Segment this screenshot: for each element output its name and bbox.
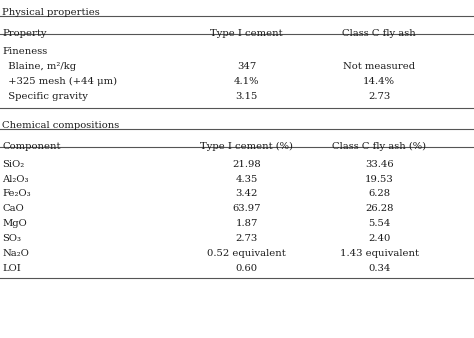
Text: Type I cement (%): Type I cement (%) [200,142,293,151]
Text: 5.54: 5.54 [368,219,391,228]
Text: 347: 347 [237,62,256,71]
Text: LOI: LOI [2,264,21,273]
Text: 14.4%: 14.4% [363,77,395,86]
Text: Specific gravity: Specific gravity [2,92,88,101]
Text: 4.35: 4.35 [235,174,258,184]
Text: 3.42: 3.42 [235,190,258,198]
Text: Blaine, m²/kg: Blaine, m²/kg [2,62,76,71]
Text: MgO: MgO [2,219,27,228]
Text: CaO: CaO [2,204,24,213]
Text: 4.1%: 4.1% [234,77,259,86]
Text: 3.15: 3.15 [235,92,258,101]
Text: Al₂O₃: Al₂O₃ [2,174,29,184]
Text: Property: Property [2,29,47,38]
Text: +325 mesh (+44 μm): +325 mesh (+44 μm) [2,77,118,86]
Text: 0.34: 0.34 [368,264,391,273]
Text: Physical properties: Physical properties [2,8,100,18]
Text: 2.40: 2.40 [368,234,391,243]
Text: SiO₂: SiO₂ [2,160,25,169]
Text: 0.60: 0.60 [236,264,257,273]
Text: Type I cement: Type I cement [210,29,283,38]
Text: SO₃: SO₃ [2,234,21,243]
Text: 33.46: 33.46 [365,160,393,169]
Text: Na₂O: Na₂O [2,249,29,258]
Text: 1.43 equivalent: 1.43 equivalent [340,249,419,258]
Text: Chemical compositions: Chemical compositions [2,121,119,130]
Text: Fe₂O₃: Fe₂O₃ [2,190,31,198]
Text: 63.97: 63.97 [232,204,261,213]
Text: 2.73: 2.73 [368,92,390,101]
Text: 6.28: 6.28 [368,190,390,198]
Text: Fineness: Fineness [2,47,47,56]
Text: 21.98: 21.98 [232,160,261,169]
Text: Class C fly ash (%): Class C fly ash (%) [332,142,426,151]
Text: Class C fly ash: Class C fly ash [342,29,416,38]
Text: 26.28: 26.28 [365,204,393,213]
Text: 1.87: 1.87 [235,219,258,228]
Text: 2.73: 2.73 [236,234,257,243]
Text: Not measured: Not measured [343,62,415,71]
Text: 0.52 equivalent: 0.52 equivalent [207,249,286,258]
Text: 19.53: 19.53 [365,174,393,184]
Text: Component: Component [2,142,61,151]
